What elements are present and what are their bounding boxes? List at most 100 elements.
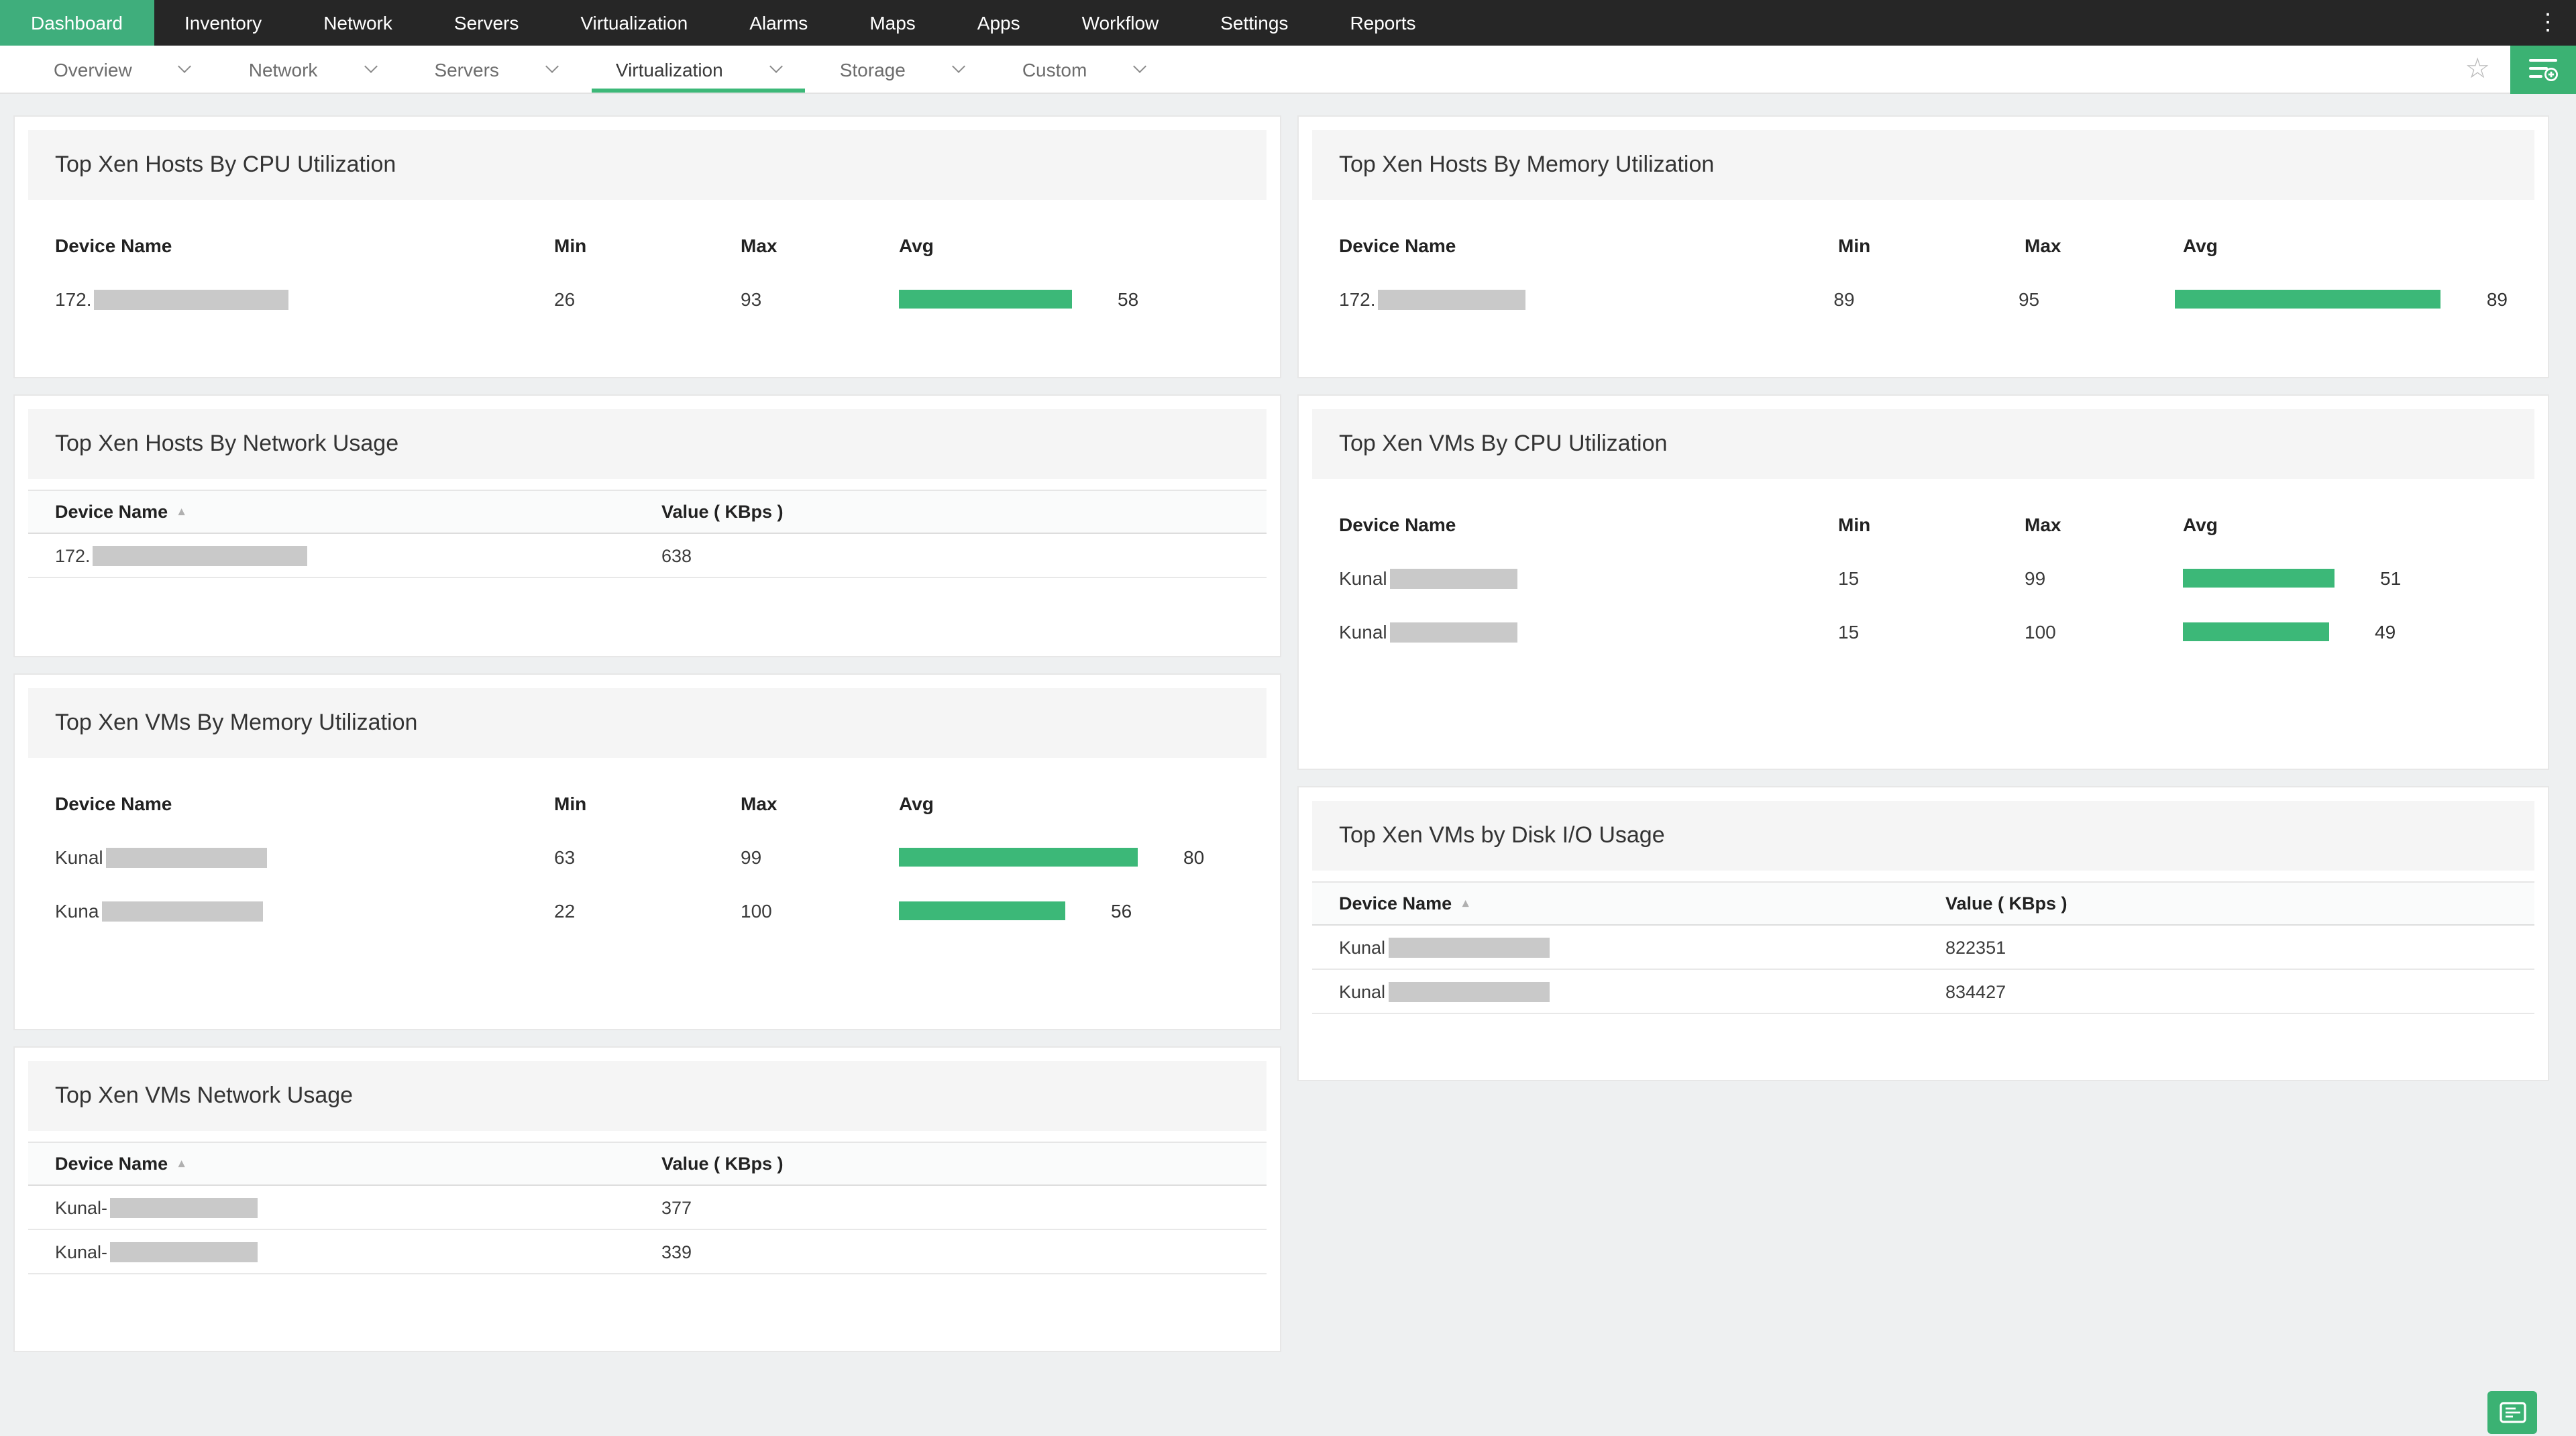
avg-bar (899, 901, 1065, 920)
redacted-device-name (101, 901, 263, 921)
top-nav-items: Dashboard Inventory Network Servers Virt… (0, 0, 1447, 46)
avg-bar (899, 848, 1138, 867)
device-link[interactable]: Kunal (1339, 937, 1550, 957)
min-value: 15 (1838, 567, 1860, 589)
tab-label: Storage (839, 58, 906, 80)
widget-title: Top Xen Hosts By Network Usage (55, 431, 399, 456)
tab-custom[interactable]: Custom (993, 46, 1174, 93)
col-device-name-sortable[interactable]: Device Name ▴ (1312, 893, 1945, 914)
chevron-down-icon[interactable] (178, 60, 192, 73)
chevron-down-icon[interactable] (1133, 60, 1147, 73)
col-device-name-sortable[interactable]: Device Name ▴ (28, 502, 661, 522)
redacted-device-name (93, 545, 308, 565)
utilization-table: Device Name Min Max Avg Kunal 63 99 80 K… (15, 758, 1280, 938)
widget-title: Top Xen Hosts By Memory Utilization (1339, 152, 1715, 177)
device-link[interactable]: 172. (1339, 288, 1526, 310)
tab-servers[interactable]: Servers (405, 46, 586, 93)
table-row: Kunal 63 99 80 (55, 830, 1240, 884)
device-link[interactable]: 172. (55, 545, 308, 565)
tab-label: Network (248, 58, 318, 80)
device-link[interactable]: Kunal- (55, 1197, 258, 1217)
sort-asc-icon: ▴ (178, 504, 185, 518)
redacted-device-name (1389, 568, 1517, 588)
tab-network[interactable]: Network (219, 46, 405, 93)
table-row: Kunal- 377 (28, 1186, 1267, 1230)
device-link[interactable]: Kunal (1339, 621, 1517, 643)
device-name-prefix: Kunal (1339, 567, 1387, 589)
table-header-row: Device Name Min Max Avg (1339, 498, 2508, 551)
widget-header: Top Xen VMs By Memory Utilization (28, 688, 1267, 758)
tab-overview[interactable]: Overview (24, 46, 219, 93)
chevron-down-icon[interactable] (364, 60, 378, 73)
device-link[interactable]: Kunal (55, 846, 267, 868)
table-row: 172. 26 93 58 (55, 272, 1240, 326)
chevron-down-icon[interactable] (545, 60, 559, 73)
presentation-board-icon (2499, 1401, 2526, 1423)
col-value: Value ( KBps ) (1945, 893, 2068, 914)
device-link[interactable]: Kunal (1339, 567, 1517, 589)
chevron-down-icon[interactable] (769, 60, 783, 73)
add-dashboard-button[interactable] (2510, 45, 2576, 93)
device-link[interactable]: Kunal (1339, 981, 1550, 1001)
nav-item-workflow[interactable]: Workflow (1081, 12, 1159, 34)
col-device-name: Device Name (1339, 235, 1456, 256)
nav-item-network[interactable]: Network (323, 12, 392, 34)
nav-item-settings[interactable]: Settings (1220, 12, 1289, 34)
col-value: Value ( KBps ) (661, 502, 784, 522)
col-min: Min (554, 235, 587, 256)
value-cell: 638 (661, 545, 692, 565)
table-row: Kunal 15 99 51 (1339, 551, 2508, 605)
table-row: 172. 638 (28, 534, 1267, 578)
device-name-prefix: Kunal (1339, 981, 1386, 1001)
nav-item-reports[interactable]: Reports (1350, 12, 1416, 34)
device-link[interactable]: 172. (55, 288, 289, 310)
star-icon[interactable]: ☆ (2465, 54, 2490, 85)
chevron-down-icon[interactable] (951, 60, 965, 73)
col-avg: Avg (2183, 235, 2218, 256)
nav-item-virtualization[interactable]: Virtualization (580, 12, 688, 34)
device-name-prefix: Kunal- (55, 1241, 108, 1262)
device-link[interactable]: Kunal- (55, 1241, 258, 1262)
widget-xen-hosts-network: Top Xen Hosts By Network Usage Device Na… (13, 394, 1281, 657)
wallboard-view-button[interactable] (2487, 1390, 2537, 1433)
table-row: Kunal- 339 (28, 1230, 1267, 1274)
redacted-device-name (110, 1197, 258, 1217)
nav-item-servers[interactable]: Servers (453, 12, 519, 34)
redacted-device-name (1378, 289, 1526, 309)
table-row: Kunal 834427 (1312, 970, 2534, 1014)
nav-item-inventory[interactable]: Inventory (184, 12, 262, 34)
nav-item-maps[interactable]: Maps (869, 12, 916, 34)
col-max: Max (741, 793, 777, 814)
widget-header: Top Xen Hosts By CPU Utilization (28, 130, 1267, 200)
right-column: Top Xen Hosts By Memory Utilization Devi… (1297, 115, 2549, 1081)
tab-storage[interactable]: Storage (810, 46, 993, 93)
tab-label: Virtualization (615, 58, 723, 80)
device-name-prefix: Kunal (1339, 621, 1387, 643)
min-value: 89 (1833, 288, 1855, 310)
value-table: Device Name ▴ Value ( KBps ) Kunal 822351… (1312, 881, 2534, 1014)
widget-title: Top Xen VMs Network Usage (55, 1083, 354, 1108)
tab-virtualization[interactable]: Virtualization (586, 46, 810, 93)
table-row: 172. 89 95 89 (1339, 272, 2508, 326)
avg-value: 56 (1111, 900, 1132, 922)
device-link[interactable]: Kuna (55, 900, 263, 922)
avg-value: 51 (2380, 567, 2402, 589)
kebab-menu-icon[interactable]: ⋮ (2536, 9, 2559, 35)
nav-item-apps[interactable]: Apps (977, 12, 1020, 34)
nav-item-dashboard[interactable]: Dashboard (0, 0, 154, 46)
widget-title: Top Xen Hosts By CPU Utilization (55, 152, 396, 177)
table-header-row: Device Name Min Max Avg (55, 219, 1240, 272)
device-name-prefix: Kuna (55, 900, 99, 922)
table-row: Kunal 15 100 49 (1339, 605, 2508, 659)
col-max: Max (2025, 235, 2061, 256)
sort-asc-icon: ▴ (178, 1156, 185, 1170)
table-header-row: Device Name Min Max Avg (55, 777, 1240, 830)
nav-item-alarms[interactable]: Alarms (749, 12, 808, 34)
tab-label: Overview (54, 58, 132, 80)
list-add-icon (2528, 59, 2558, 82)
col-device-name-sortable[interactable]: Device Name ▴ (28, 1154, 661, 1174)
utilization-table: Device Name Min Max Avg 172. 89 95 89 (1299, 200, 2548, 326)
avg-bar (2175, 290, 2441, 309)
col-avg: Avg (899, 793, 934, 814)
widget-xen-vms-cpu: Top Xen VMs By CPU Utilization Device Na… (1297, 394, 2549, 770)
